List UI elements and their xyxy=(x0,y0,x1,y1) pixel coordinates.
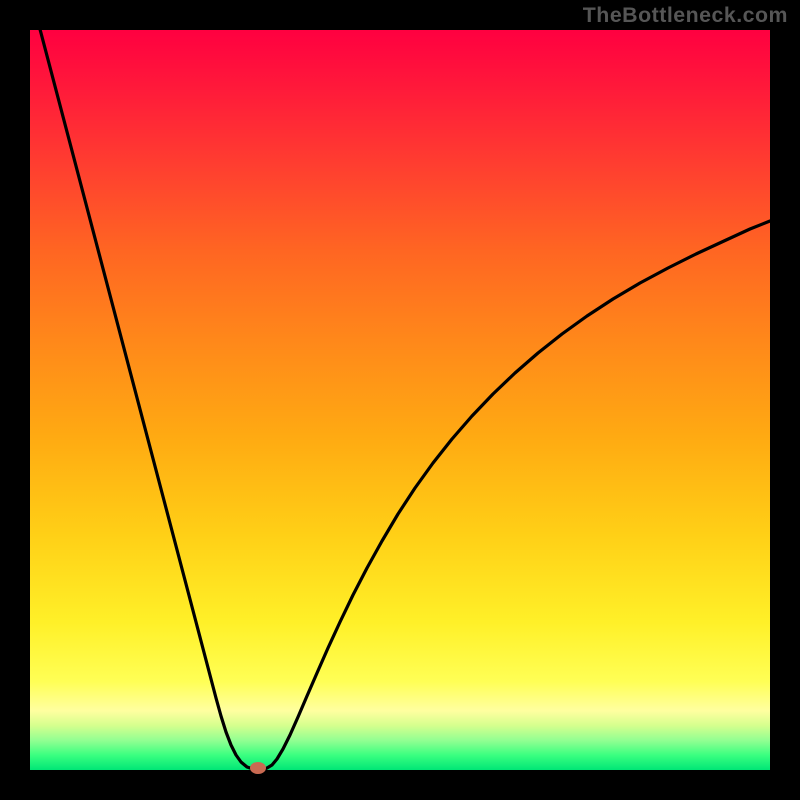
figure-root: TheBottleneck.com xyxy=(0,0,800,800)
watermark-text: TheBottleneck.com xyxy=(583,3,788,28)
plot-gradient-background xyxy=(30,30,770,770)
bottleneck-chart xyxy=(0,0,800,800)
optimal-point-marker xyxy=(250,762,266,774)
